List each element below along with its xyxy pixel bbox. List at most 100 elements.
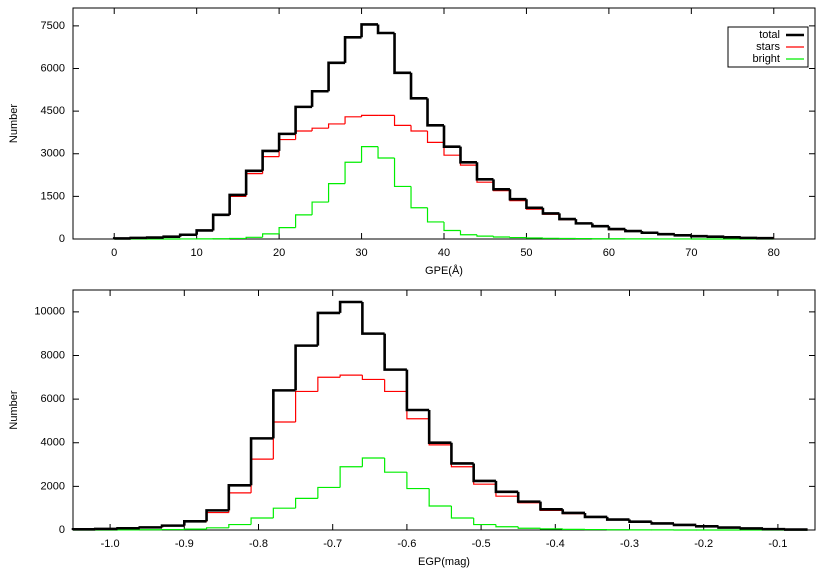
histogram-step (475, 162, 494, 181)
histogram-step (316, 311, 341, 346)
histogram-step (459, 230, 477, 236)
x-tick-label: 80 (768, 247, 780, 259)
histogram-step (409, 72, 428, 100)
histogram-step (138, 526, 163, 529)
y-tick-label: 1500 (41, 190, 65, 202)
histogram-step (278, 227, 296, 234)
histogram-step (361, 457, 385, 467)
histogram-step (244, 169, 263, 195)
histogram-step (295, 214, 313, 228)
histogram-step (495, 524, 519, 528)
histogram-step (541, 207, 560, 215)
y-tick-label: 4000 (41, 437, 65, 449)
histogram-step (605, 516, 630, 521)
histogram-step (426, 207, 444, 223)
histogram-step (476, 234, 494, 237)
y-tick-label: 0 (59, 233, 65, 245)
histogram-step (591, 223, 609, 228)
histogram-step (717, 526, 741, 529)
plot-frame (72, 289, 816, 531)
histogram-step (205, 511, 229, 522)
histogram-step (344, 161, 362, 184)
histogram-step (272, 389, 296, 439)
y-tick-label: 0 (59, 524, 65, 536)
histogram-step (694, 524, 719, 528)
histogram-step (494, 480, 519, 494)
legend-label: total (759, 29, 780, 41)
histogram-step (361, 302, 385, 335)
histogram-series (112, 23, 774, 240)
histogram-step (427, 410, 452, 445)
histogram-step (327, 123, 346, 129)
x-axis-label: GPE(Å) (425, 264, 463, 277)
histogram-step (272, 507, 296, 518)
histogram-step (361, 375, 385, 381)
x-tick-label: 40 (438, 247, 450, 259)
x-tick-label: -0.2 (694, 538, 713, 550)
histogram-step (508, 189, 527, 201)
y-axis-label: Number (8, 390, 20, 429)
histogram-step (443, 221, 461, 232)
histogram-step (640, 231, 659, 235)
x-tick-label: -0.4 (546, 538, 565, 550)
x-axis-label: EGP(mag) (418, 556, 470, 568)
histogram-step (384, 458, 407, 473)
x-tick-label: 20 (273, 247, 285, 259)
plot-frame (72, 7, 816, 240)
histogram-step (195, 229, 214, 235)
y-tick-label: 4500 (41, 105, 65, 117)
y-tick-label: 3000 (41, 148, 65, 160)
histogram-step (205, 509, 229, 522)
histogram-step (561, 509, 585, 515)
x-tick-label: 60 (603, 247, 615, 259)
histogram-step (311, 127, 329, 132)
histogram-series (73, 457, 808, 531)
histogram-step (294, 105, 313, 134)
histogram-step (205, 527, 229, 530)
histogram-step (459, 155, 477, 166)
histogram-step (327, 182, 346, 203)
histogram-step (261, 149, 280, 171)
x-tick-label: 0 (111, 247, 117, 259)
histogram-step (249, 437, 274, 486)
histogram-step (327, 61, 346, 92)
legend-box (727, 26, 809, 68)
histogram-step (673, 234, 692, 237)
histogram-step (384, 379, 407, 393)
histogram-step (160, 524, 185, 528)
histogram-step (212, 214, 230, 231)
histogram-step (539, 528, 563, 530)
histogram-step (492, 236, 510, 238)
y-tick-label: 6000 (41, 62, 65, 74)
histogram-step (343, 35, 362, 63)
histogram-step (426, 131, 444, 143)
histogram-step (739, 236, 758, 240)
histogram-step (723, 235, 741, 239)
histogram-step (339, 374, 363, 378)
histogram-step (690, 234, 708, 238)
histogram-step (393, 158, 412, 188)
y-tick-label: 10000 (34, 306, 65, 318)
histogram-step (228, 492, 252, 513)
histogram-step (317, 486, 341, 499)
x-tick-label: -0.9 (175, 538, 194, 550)
histogram-step (406, 472, 430, 490)
histogram-step (426, 98, 444, 127)
x-tick-label: -0.7 (323, 538, 342, 550)
histogram-step (472, 463, 496, 483)
histogram-step (228, 523, 252, 528)
histogram-step (295, 130, 313, 140)
histogram-step (624, 229, 642, 233)
x-tick-label: 30 (355, 247, 367, 259)
histogram-step (116, 526, 140, 530)
histogram-step (473, 518, 496, 526)
histogram-step (317, 376, 341, 392)
histogram-step (583, 512, 608, 519)
histogram-step (162, 235, 181, 239)
histogram-step (442, 125, 461, 148)
histogram-step (311, 201, 329, 215)
histogram-step (245, 236, 263, 239)
histogram-step (211, 213, 230, 231)
histogram-step (310, 89, 329, 107)
